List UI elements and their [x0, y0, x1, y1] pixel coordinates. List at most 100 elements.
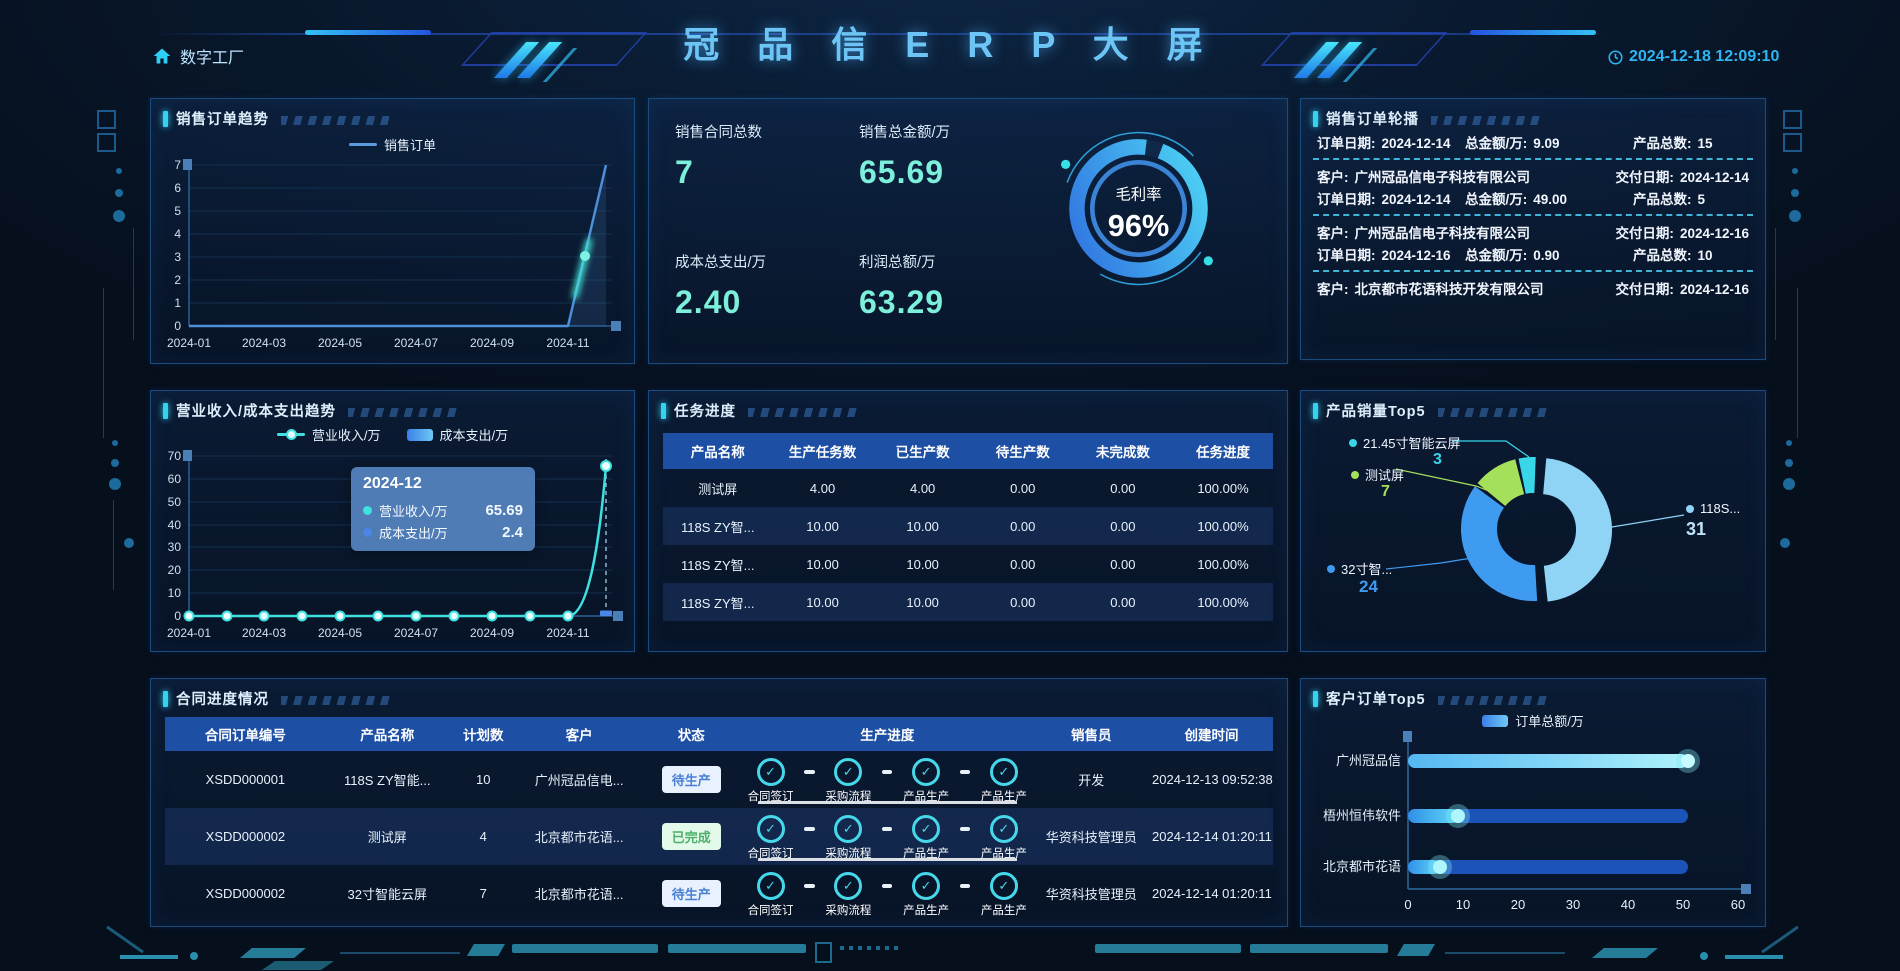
progress-scrollbar[interactable]: [757, 858, 1017, 861]
slice-118s[interactable]: [1468, 458, 1612, 602]
cell-product: 32寸智能云屏: [347, 887, 428, 902]
edge-deco-dot: [1783, 478, 1795, 490]
bar-beijing[interactable]: [1408, 860, 1440, 874]
pie-label-text: 118S...: [1700, 501, 1741, 516]
table-row: 118S ZY智... 10.00 10.00 0.00 0.00 100.00…: [663, 583, 1273, 621]
table-row: 118S ZY智... 10.00 10.00 0.00 0.00 100.00…: [663, 507, 1273, 545]
carousel-divider: [1313, 158, 1753, 160]
progress-step: ✓ 产品生产: [899, 872, 952, 918]
step-connector: [959, 884, 971, 888]
cell-unfinished-qty: 0.00: [1110, 480, 1136, 496]
title-accent-bar: [163, 690, 168, 707]
title-stripes: [1437, 695, 1550, 705]
cell-order-no: XSDD000002: [205, 886, 286, 901]
legend-item-order-total[interactable]: 订单总额/万: [1482, 711, 1584, 730]
tooltip-label: 成本支出/万: [379, 525, 448, 541]
slice-test-screen[interactable]: [1457, 453, 1609, 605]
table-header-row: 产品名称 生产任务数 已生产数 待生产数 未完成数 任务进度: [663, 433, 1273, 469]
edge-deco-dot: [109, 478, 121, 490]
stat-value: 63.29: [859, 284, 945, 320]
panel-title: 销售订单趋势: [176, 112, 269, 128]
field-value: 5: [1697, 192, 1706, 207]
field-label: 客户:: [1317, 226, 1349, 241]
field-value: 49.00: [1533, 192, 1568, 207]
step-label: 采购流程: [825, 905, 872, 917]
field-label: 客户:: [1317, 170, 1349, 185]
field-label: 总金额/万:: [1465, 192, 1528, 207]
title-accent-bar: [661, 402, 666, 419]
cell-created-time: 2024-12-14 01:20:11: [1152, 829, 1272, 844]
bottom-deco-bracket: [106, 925, 144, 954]
column-header: 销售员: [1071, 728, 1112, 743]
x-tick: 30: [1566, 897, 1580, 912]
field-label: 产品总数:: [1633, 136, 1692, 151]
column-header: 待生产数: [995, 445, 1050, 460]
edge-deco-line: [1797, 288, 1798, 438]
label-leader-lines: [1385, 440, 1685, 570]
cell-product: 118S ZY智能...: [344, 773, 431, 788]
carousel-customer-row: 客户: 广州冠品信电子科技有限公司 交付日期: 2024-12-16: [1311, 221, 1755, 243]
carousel-divider: [1313, 270, 1753, 272]
step-connector: [804, 770, 815, 774]
panel-header: 营业收入/成本支出趋势: [163, 400, 461, 421]
tooltip-row: 营业收入/万 65.69: [363, 499, 523, 521]
tooltip-label: 营业收入/万: [379, 503, 448, 519]
step-label: 合同签订: [747, 791, 794, 803]
cell-progress: 100.00%: [1197, 518, 1249, 534]
table-row: XSDD000002 32寸智能云屏 7 北京都市花语... 待生产 ✓ 合同签订…: [165, 865, 1273, 922]
check-circle-icon: ✓: [912, 872, 941, 900]
gauge-deco-dot: [1203, 256, 1213, 266]
chart-legend: 销售订单: [151, 135, 634, 154]
series-dot: [1686, 504, 1694, 513]
check-circle-icon: ✓: [989, 815, 1018, 843]
y-tick: 50: [168, 495, 182, 509]
column-header: 合同订单编号: [204, 728, 286, 743]
y-tick: 30: [168, 540, 182, 554]
field-value: 广州冠品信电子科技有限公司: [1354, 226, 1531, 241]
bottom-deco-trapezoid: [1592, 948, 1658, 958]
y-tick: 6: [174, 181, 181, 195]
panel-header: 销售订单趋势: [163, 108, 393, 129]
cell-product: 118S ZY智...: [681, 519, 755, 535]
breadcrumb-label: 数字工厂: [180, 50, 245, 67]
field-label: 交付日期:: [1615, 170, 1674, 185]
edge-deco-line: [1775, 228, 1776, 340]
stat-label: 销售总金额/万: [859, 125, 951, 141]
title-stripes: [348, 407, 461, 417]
carousel-order-row: 订单日期: 2024-12-14 总金额/万: 9.09 产品总数: 15: [1311, 131, 1755, 153]
progress-scrollbar[interactable]: [757, 801, 1017, 804]
cell-progress: 100.00%: [1197, 480, 1249, 496]
field-value: 2024-12-14: [1381, 136, 1451, 151]
legend-label: 成本支出/万: [439, 428, 509, 443]
carousel-order-row: 订单日期: 2024-12-14 总金额/万: 49.00 产品总数: 5: [1311, 187, 1755, 209]
bar-track: [1408, 809, 1688, 823]
step-connector: [804, 884, 815, 888]
y-tick: 5: [174, 204, 181, 218]
x-tick: 2024-07: [394, 336, 438, 350]
cell-production-progress: ✓ 合同签订 ✓ 采购流程 ✓ 产品生产 ✓ 产品生产: [742, 755, 1033, 804]
bottom-deco-line: [340, 952, 460, 954]
edge-deco-line: [133, 228, 134, 340]
legend-item-cost[interactable]: 成本支出/万: [406, 425, 509, 444]
y-tick: 40: [168, 518, 182, 532]
legend-item-revenue[interactable]: 营业收入/万: [276, 425, 381, 444]
cell-task-qty: 10.00: [806, 594, 839, 610]
panel-header: 销售订单轮播: [1313, 108, 1543, 129]
field-value: 2024-12-14: [1679, 170, 1749, 185]
step-connector: [881, 827, 893, 831]
slice-2145inch[interactable]: [1461, 457, 1605, 601]
edge-deco-dot: [112, 440, 118, 446]
cell-task-qty: 10.00: [806, 556, 839, 572]
cell-produced-qty: 10.00: [906, 556, 939, 572]
chart-legend: 订单总额/万: [1301, 711, 1765, 730]
breadcrumb-home[interactable]: 数字工厂: [152, 44, 244, 68]
edge-deco-dot: [1791, 189, 1799, 197]
legend-item-sales-order[interactable]: 销售订单: [348, 135, 436, 154]
legend-label: 营业收入/万: [311, 428, 381, 443]
check-circle-icon: ✓: [912, 815, 941, 843]
header-divider-line: [150, 33, 1610, 35]
field-label: 客户:: [1317, 282, 1349, 297]
bar-guangzhou[interactable]: [1408, 754, 1688, 768]
bar-wuzhou[interactable]: [1408, 809, 1458, 823]
bottom-deco-bar: [1250, 944, 1388, 953]
